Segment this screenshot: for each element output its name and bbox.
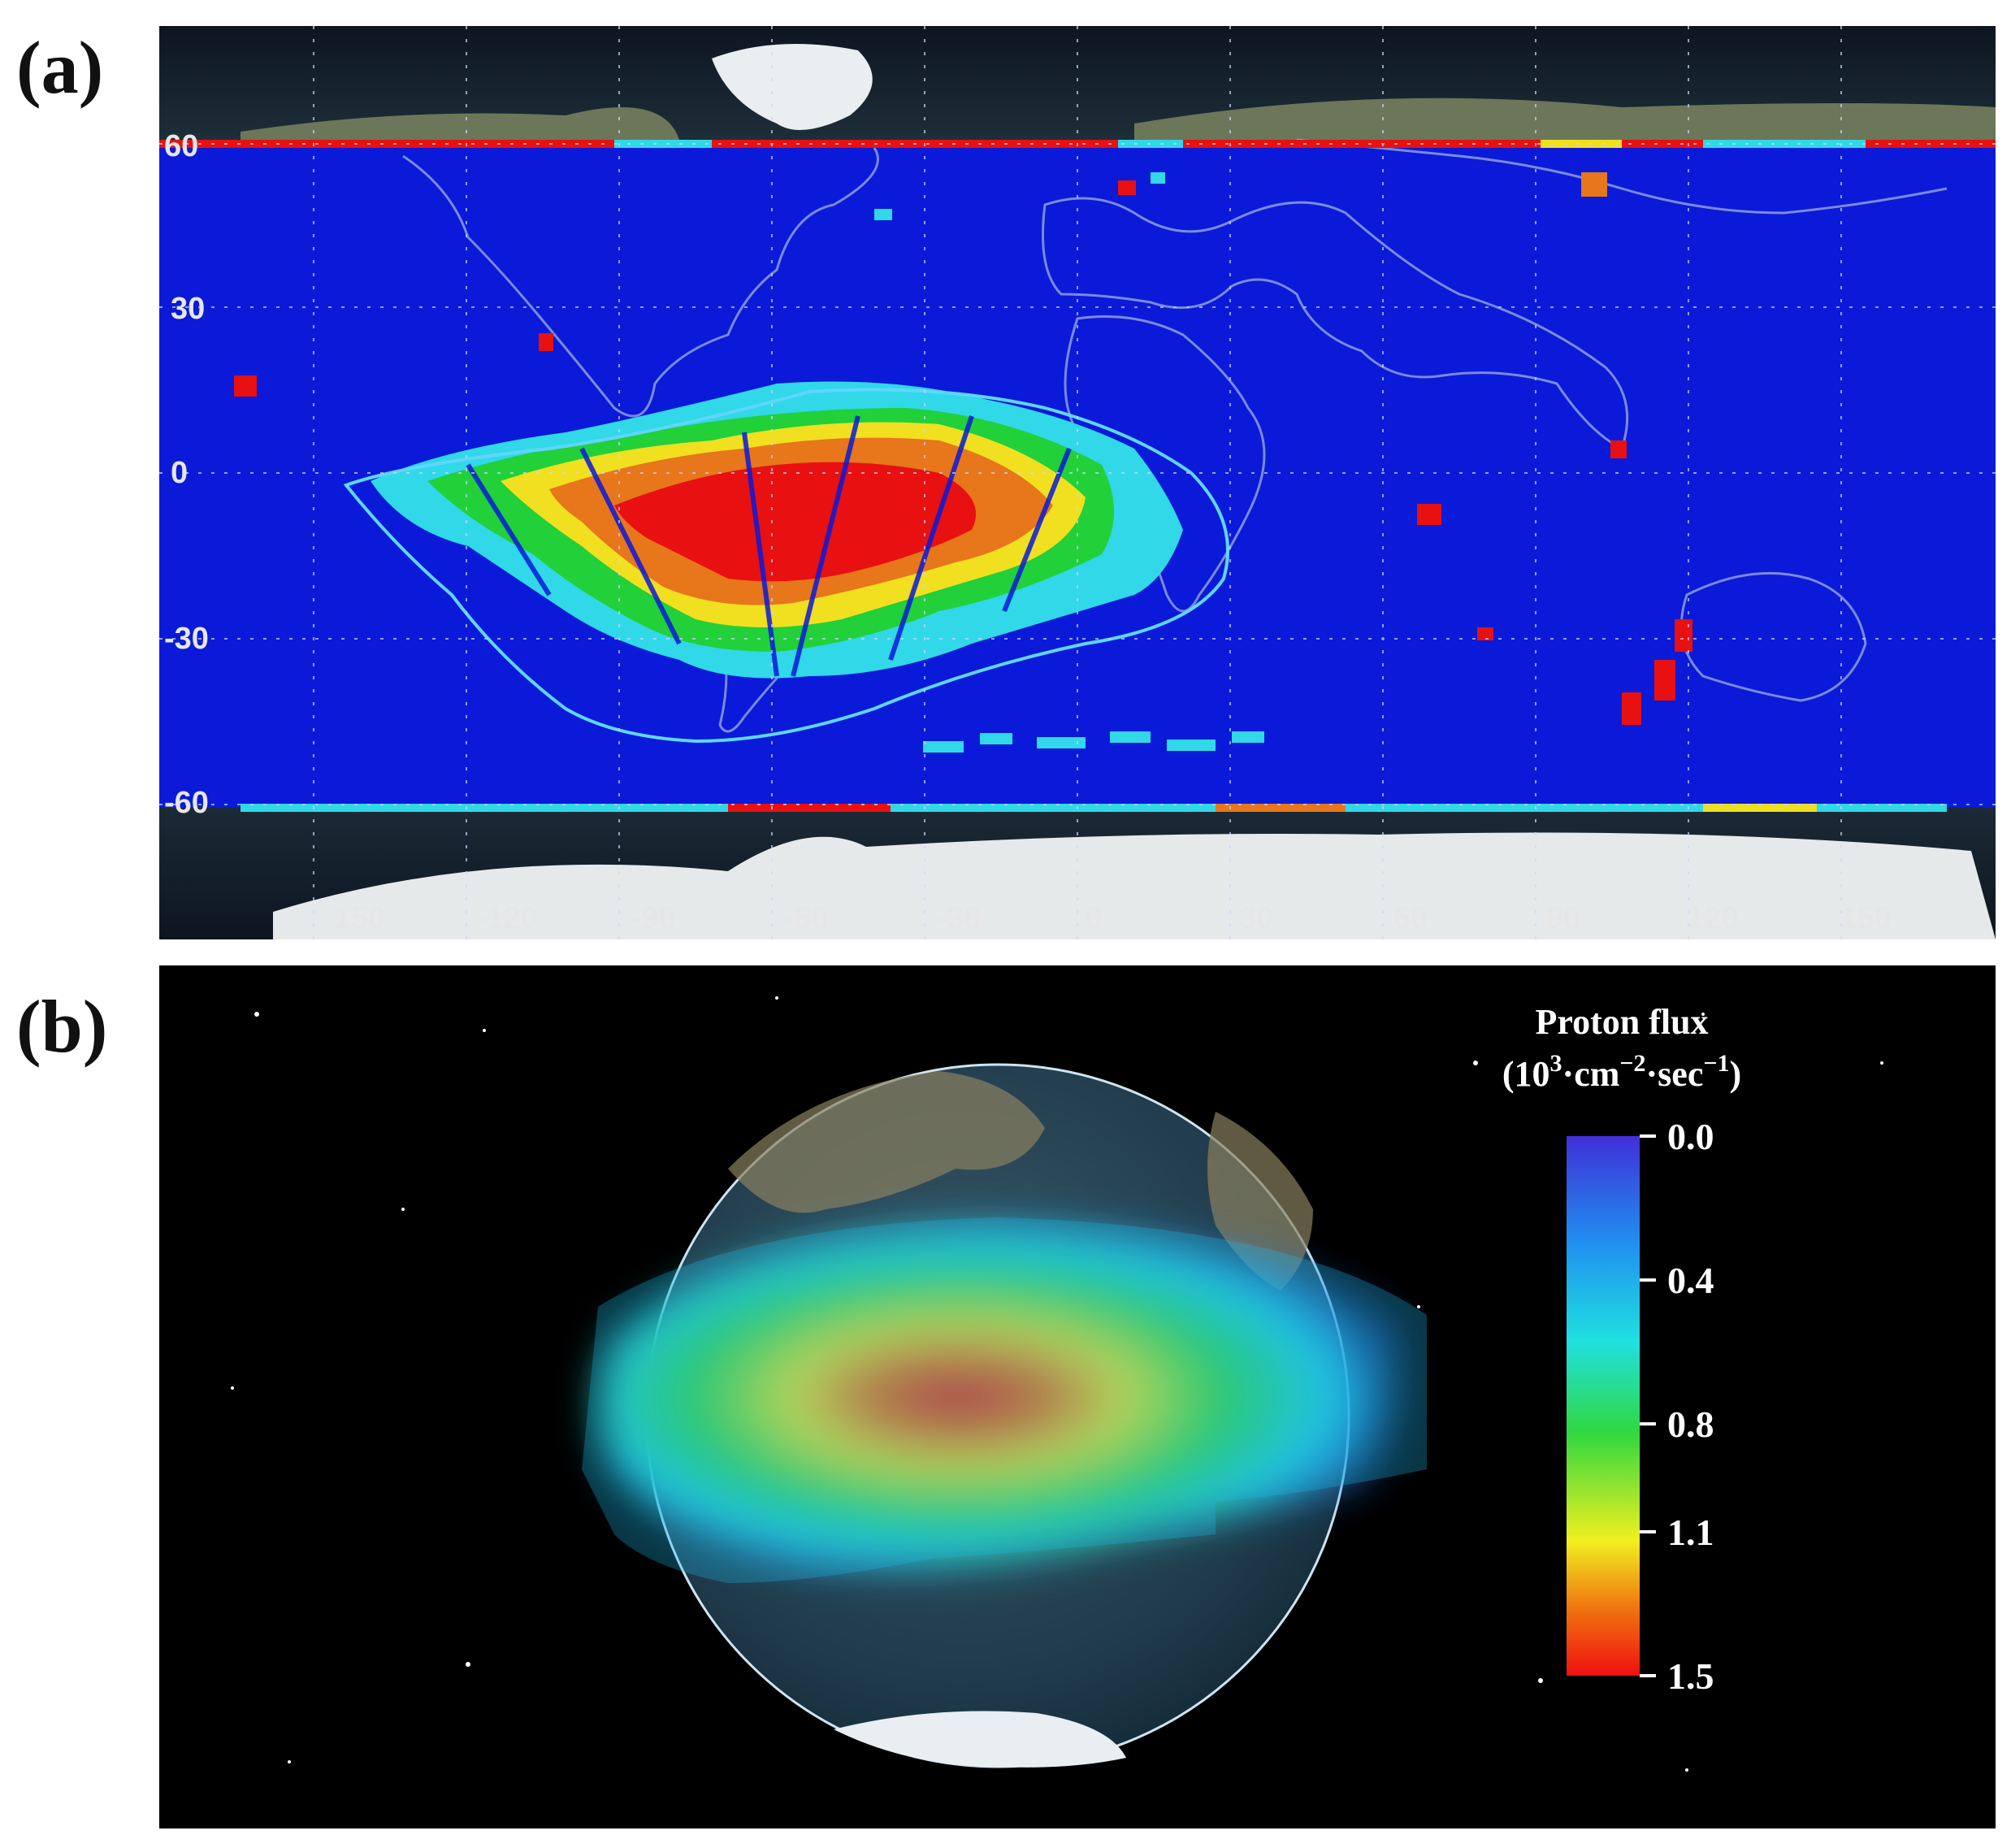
saa-flux-region <box>371 381 1183 679</box>
globe-land-africa <box>1207 1112 1313 1291</box>
lon-tick: 150 <box>1840 901 1891 935</box>
lon-tick: 30 <box>1239 901 1273 935</box>
globe-antarctica <box>834 1711 1126 1768</box>
colorbar: Proton flux (103·cm−2·sec−1) 0.0 0.4 0.8 1.… <box>1502 1002 1741 1697</box>
lon-tick: 90 <box>1546 901 1580 935</box>
greenland <box>712 44 873 130</box>
longitude-labels: -150 -120 -90 -60 -30 0 30 60 90 120 150 <box>323 901 1892 935</box>
lon-tick: -90 <box>631 901 676 935</box>
lon-tick: -30 <box>937 901 982 935</box>
flux-band-edges <box>582 1217 1427 1583</box>
proton-flux-band <box>598 1225 1398 1568</box>
colorbar-title: Proton flux <box>1535 1002 1708 1042</box>
antarctica <box>273 832 1996 939</box>
lat-tick: -30 <box>164 622 209 656</box>
flux-world-map: 60 30 0 -30 -60 -150 -120 -90 -60 -30 0 … <box>159 26 1996 939</box>
colorbar-tick-label: 0.0 <box>1667 1116 1714 1157</box>
panel-a-label: (a) <box>16 26 104 109</box>
colorbar-tick-label: 1.1 <box>1667 1512 1714 1553</box>
colorbar-gradient <box>1567 1136 1640 1676</box>
colorbar-tick-label: 1.5 <box>1667 1655 1714 1697</box>
lon-tick: -120 <box>476 901 538 935</box>
lon-tick: 120 <box>1687 901 1738 935</box>
lat-tick: 60 <box>164 129 198 163</box>
colorbar-ticks: 0.0 0.4 0.8 1.1 1.5 <box>1640 1116 1714 1697</box>
globe-land-north <box>728 1071 1045 1213</box>
lat-tick: 30 <box>171 292 205 326</box>
latitude-labels: 60 30 0 -30 -60 <box>164 129 209 820</box>
colorbar-unit: (103·cm−2·sec−1) <box>1502 1050 1741 1094</box>
colorbar-tick-label: 0.8 <box>1667 1403 1714 1445</box>
lon-tick: -60 <box>784 901 829 935</box>
panel-b-label: (b) <box>16 985 108 1068</box>
southern-flux-patches <box>923 731 1264 753</box>
lat-tick: 0 <box>171 456 188 490</box>
lon-tick: 60 <box>1393 901 1428 935</box>
map-gridlines <box>159 26 1996 939</box>
lon-tick: 0 <box>1085 901 1102 935</box>
lon-tick: -150 <box>323 901 385 935</box>
colorbar-tick-label: 0.4 <box>1667 1260 1714 1301</box>
flux-globe-view: Proton flux (103·cm−2·sec−1) 0.0 0.4 0.8 1.… <box>159 965 1996 1828</box>
saa-outline <box>343 388 1229 744</box>
isolated-flux-pixels <box>234 172 1692 725</box>
lat-tick: -60 <box>164 786 209 820</box>
arctic-land <box>241 98 1996 144</box>
